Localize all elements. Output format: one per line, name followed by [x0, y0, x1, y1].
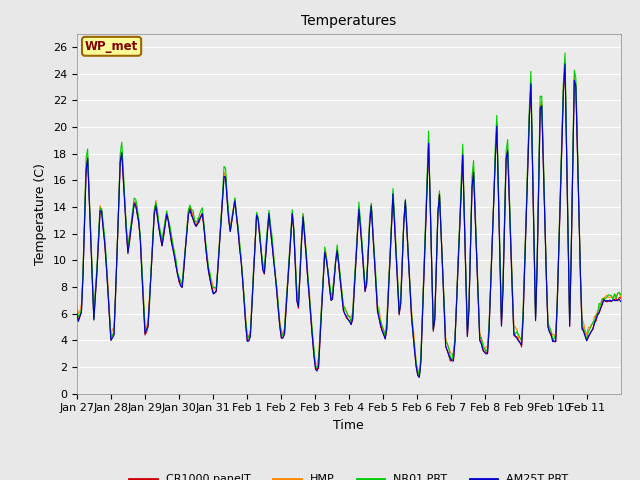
Legend: CR1000 panelT, HMP, NR01 PRT, AM25T PRT: CR1000 panelT, HMP, NR01 PRT, AM25T PRT [125, 470, 573, 480]
X-axis label: Time: Time [333, 419, 364, 432]
Title: Temperatures: Temperatures [301, 14, 396, 28]
Text: WP_met: WP_met [85, 40, 138, 53]
Y-axis label: Temperature (C): Temperature (C) [35, 163, 47, 264]
